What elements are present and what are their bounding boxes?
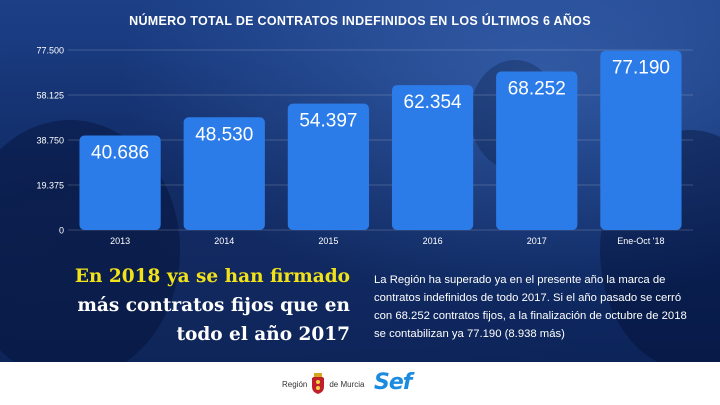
x-tick-label: 2015 — [318, 236, 338, 246]
bar-chart: 0 19.375 38.750 58.125 77.500 40.686 48.530 54… — [36, 46, 693, 246]
sef-logo: Sef — [374, 370, 412, 395]
body-paragraph: La Región ha superado ya en el presente … — [374, 274, 687, 340]
coat-of-arms-icon — [312, 373, 325, 394]
x-tick-label: 2017 — [527, 236, 547, 246]
y-tick-label: 19.375 — [36, 181, 64, 191]
bar-value-label: 54.397 — [299, 111, 357, 132]
bar-value-label: 62.354 — [404, 92, 463, 113]
value-labels: 40.686 48.530 54.397 62.354 68.252 77.190 — [91, 58, 670, 164]
x-tick-label: 2014 — [214, 236, 234, 246]
bar — [183, 117, 265, 230]
y-tick-label: 38.750 — [36, 136, 64, 146]
y-axis-ticks: 0 19.375 38.750 58.125 77.500 — [36, 46, 64, 236]
y-tick-label: 58.125 — [36, 91, 64, 101]
footer — [0, 362, 720, 405]
x-axis-ticks: 2013 2014 2015 2016 2017 Ene-Oct '18 — [110, 236, 664, 246]
bar — [600, 50, 682, 230]
x-tick-label: Ene-Oct '18 — [617, 236, 664, 246]
region-logo-text-right: de Murcia — [329, 379, 365, 389]
gridlines — [68, 49, 693, 231]
y-tick-label: 77.500 — [36, 46, 64, 56]
bar-value-label: 68.252 — [508, 78, 566, 99]
bar-value-label: 40.686 — [91, 143, 149, 164]
x-tick-label: 2016 — [423, 236, 443, 246]
bar-value-label: 77.190 — [612, 58, 670, 79]
bar — [287, 103, 370, 230]
headline: En 2018 ya se han firmado más contratos … — [60, 262, 350, 349]
bar — [79, 135, 161, 230]
bar — [496, 71, 578, 231]
headline-highlight: En 2018 ya se han firmado — [74, 266, 350, 287]
bars — [79, 50, 682, 231]
bar — [391, 85, 474, 231]
chart-title: NÚMERO TOTAL DE CONTRATOS INDEFINIDOS EN… — [129, 14, 591, 28]
x-tick-label: 2013 — [110, 236, 130, 246]
y-tick-label: 0 — [59, 226, 64, 236]
region-logo-text-left: Región — [282, 379, 308, 389]
bar-value-label: 48.530 — [195, 124, 253, 145]
headline-line3: todo el año 2017 — [176, 324, 350, 345]
headline-line2: más contratos fijos que en — [77, 295, 350, 316]
region-murcia-logo: Región de Murcia — [282, 372, 364, 396]
